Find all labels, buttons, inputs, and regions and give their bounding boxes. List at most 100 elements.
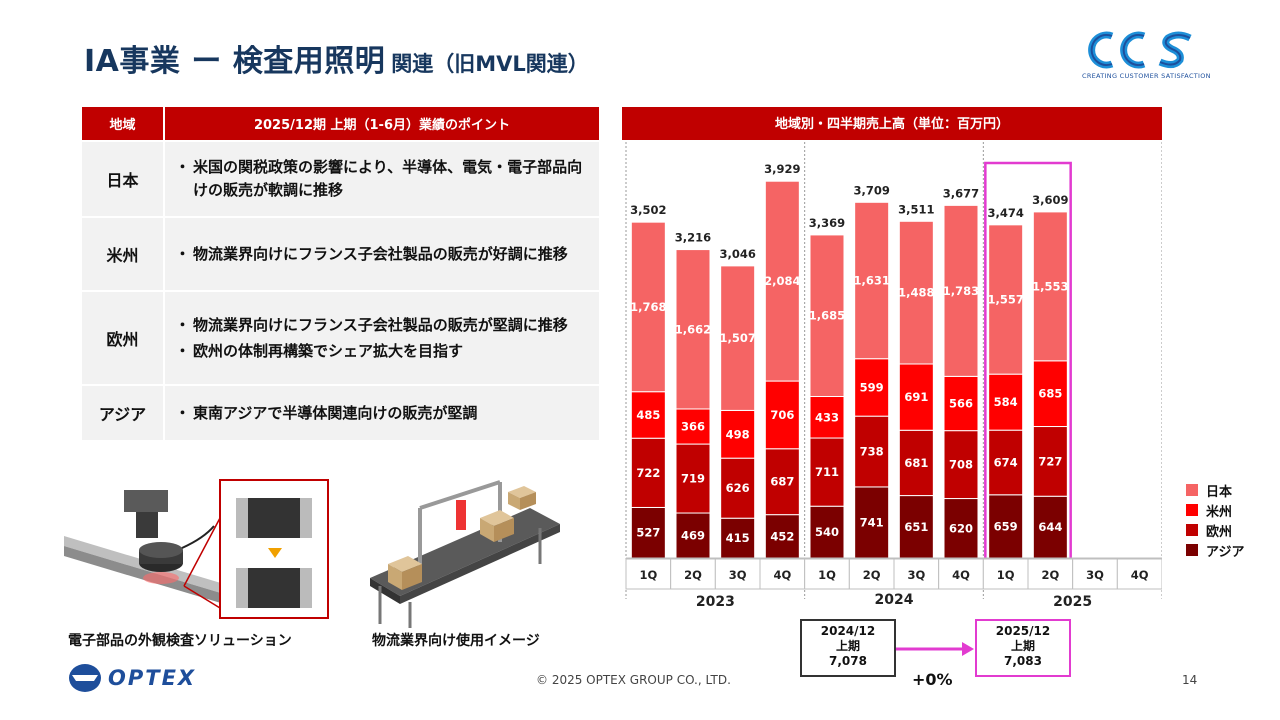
bar-segment xyxy=(675,512,711,559)
ccs-logo: CREATING CUSTOMER SATISFACTION xyxy=(1082,28,1211,84)
category-cell xyxy=(1027,558,1074,590)
segment-value-label: 687 xyxy=(770,475,794,489)
bar-segment xyxy=(720,265,756,411)
arrow-right-icon xyxy=(896,642,974,656)
conveyor-icon xyxy=(370,480,560,628)
segment-value-label: 498 xyxy=(726,427,750,441)
x-tick-label: 4Q xyxy=(773,568,791,582)
legend-swatch xyxy=(1186,484,1198,496)
x-tick-label: 1Q xyxy=(997,568,1015,582)
table-row: アジア 東南アジアで半導体関連向けの販売が堅調 xyxy=(82,384,599,440)
legend-item-americas: 米州 xyxy=(1186,500,1244,520)
region-cell: 欧州 xyxy=(82,290,165,384)
segment-value-label: 620 xyxy=(949,521,973,535)
bar-segment xyxy=(630,437,666,508)
category-cell xyxy=(1072,558,1118,590)
inspection-camera-icon xyxy=(64,479,329,619)
table-row: 米州 物流業界向けにフランス子会社製品の販売が好調に推移 xyxy=(82,216,599,290)
segment-value-label: 1,557 xyxy=(987,293,1023,307)
legend-label: アジア xyxy=(1206,544,1245,560)
total-value-label: 3,216 xyxy=(675,231,711,245)
table-row: 日本 米国の関税政策の影響により、半導体、電気・電子部品向けの販売が軟調に推移 xyxy=(82,140,599,216)
segment-value-label: 540 xyxy=(815,525,839,539)
total-value-label: 3,609 xyxy=(1032,193,1068,207)
bar-segment xyxy=(809,234,845,398)
segment-value-label: 415 xyxy=(726,531,750,545)
category-cell xyxy=(848,558,895,590)
bar-segment xyxy=(854,201,890,360)
legend-swatch xyxy=(1186,504,1198,516)
x-tick-label: 2Q xyxy=(1041,568,1059,582)
total-value-label: 3,511 xyxy=(898,202,934,216)
x-tick-label: 3Q xyxy=(907,568,925,582)
bar-segment xyxy=(675,249,711,410)
bar-segment xyxy=(988,373,1024,431)
segment-value-label: 691 xyxy=(904,390,928,404)
segment-value-label: 1,553 xyxy=(1032,279,1068,293)
segment-value-label: 1,685 xyxy=(809,309,845,323)
curr-half-box: 2025/12 上期 7,083 xyxy=(975,619,1071,677)
segment-value-label: 644 xyxy=(1038,520,1062,534)
segment-value-label: 1,631 xyxy=(853,274,889,288)
year-label: 2023 xyxy=(696,594,735,610)
point-text: 米国の関税政策の影響により、半導体、電気・電子部品向けの販売が軟調に推移 xyxy=(175,156,589,202)
segment-value-label: 1,662 xyxy=(675,322,711,336)
segment-value-label: 566 xyxy=(949,397,973,411)
inspection-illustration xyxy=(64,478,334,632)
bar-segment xyxy=(943,498,979,559)
bar-segment xyxy=(854,486,890,559)
bar-segment xyxy=(809,396,845,439)
segment-value-label: 1,488 xyxy=(898,286,934,300)
curr-period: 2025/12 xyxy=(995,624,1051,638)
bar-segment xyxy=(1032,360,1068,428)
segment-value-label: 599 xyxy=(860,380,884,394)
segment-value-label: 711 xyxy=(815,465,839,479)
bar-segment xyxy=(630,506,666,559)
bar-segment xyxy=(988,224,1024,375)
x-tick-label: 4Q xyxy=(952,568,970,582)
bar-segment xyxy=(1032,211,1068,362)
region-cell: アジア xyxy=(82,384,165,440)
segment-value-label: 651 xyxy=(904,520,928,534)
prev-half-box: 2024/12 上期 7,078 xyxy=(800,619,896,677)
segment-value-label: 1,507 xyxy=(719,331,755,345)
x-tick-label: 2Q xyxy=(684,568,702,582)
total-value-label: 3,709 xyxy=(853,183,889,197)
segment-value-label: 741 xyxy=(860,515,884,529)
segment-value-label: 685 xyxy=(1038,387,1062,401)
segment-value-label: 708 xyxy=(949,458,973,472)
segment-value-label: 1,768 xyxy=(630,300,666,314)
bar-segment xyxy=(943,204,979,377)
segment-value-label: 727 xyxy=(1038,454,1062,468)
curr-half-label: 上期 xyxy=(1010,639,1035,653)
point-text: 物流業界向けにフランス子会社製品の販売が堅調に推移 xyxy=(175,314,589,337)
category-cell xyxy=(1116,558,1162,590)
segment-value-label: 452 xyxy=(770,529,794,543)
year-label: 2024 xyxy=(875,592,914,608)
segment-value-label: 433 xyxy=(815,410,839,424)
ccs-logo-tagline: CREATING CUSTOMER SATISFACTION xyxy=(1082,72,1211,80)
bar-segment xyxy=(943,375,979,432)
bar-segment xyxy=(1032,426,1068,497)
total-value-label: 3,046 xyxy=(719,247,755,261)
category-cell xyxy=(625,558,672,590)
total-value-label: 3,502 xyxy=(630,203,666,217)
point-text: 欧州の体制再構築でシェア拡大を目指す xyxy=(175,340,589,363)
optex-logo-mark-icon xyxy=(69,664,101,692)
x-tick-label: 1Q xyxy=(818,568,836,582)
segment-value-label: 626 xyxy=(726,481,750,495)
x-tick-label: 4Q xyxy=(1131,568,1149,582)
category-cell xyxy=(804,558,850,590)
ccs-logo-mark-icon xyxy=(1088,31,1192,69)
page-number: 14 xyxy=(1182,673,1198,687)
bar-segment xyxy=(988,494,1024,559)
segment-value-label: 674 xyxy=(994,455,1018,469)
chart-title-bar xyxy=(622,107,1162,140)
total-value-label: 3,929 xyxy=(764,162,800,176)
segment-value-label: 1,783 xyxy=(943,284,979,298)
segment-value-label: 659 xyxy=(994,519,1018,533)
bar-segment xyxy=(720,409,756,459)
caption-logistics: 物流業界向け使用イメージ xyxy=(372,633,540,649)
bar-segment xyxy=(764,180,800,382)
prev-value: 7,078 xyxy=(829,654,867,668)
